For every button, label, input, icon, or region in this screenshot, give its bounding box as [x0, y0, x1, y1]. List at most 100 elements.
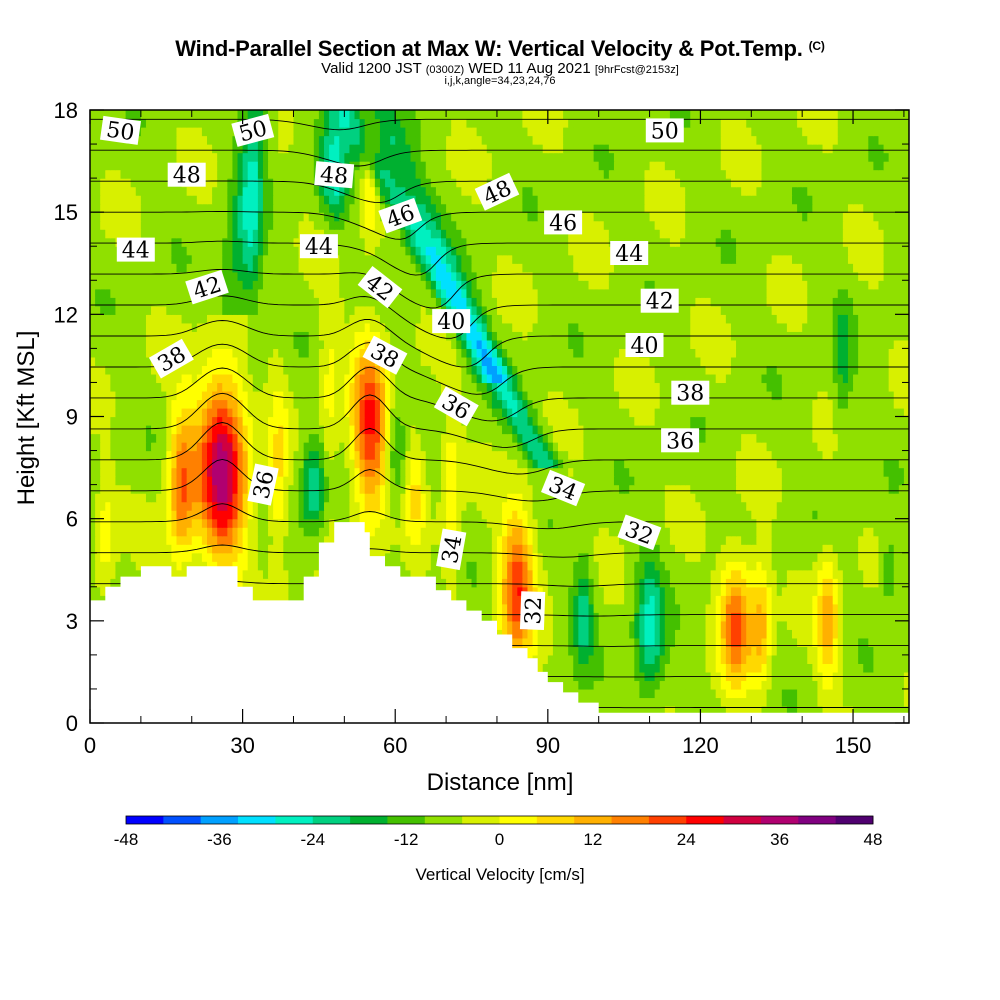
velocity-cell: [135, 569, 142, 579]
velocity-cell: [496, 501, 503, 511]
velocity-cell: [578, 586, 585, 596]
velocity-cell: [654, 467, 661, 477]
velocity-cell: [664, 620, 671, 630]
velocity-cell: [400, 518, 406, 528]
velocity-cell: [364, 510, 371, 520]
velocity-cell: [278, 510, 284, 520]
velocity-cell: [466, 544, 473, 554]
velocity-cell: [710, 569, 717, 579]
velocity-cell: [847, 603, 854, 613]
velocity-cell: [690, 561, 696, 571]
velocity-cell: [547, 501, 554, 511]
velocity-cell: [166, 501, 172, 511]
velocity-cell: [308, 476, 315, 486]
velocity-cell: [522, 561, 529, 571]
velocity-cell: [812, 637, 819, 647]
velocity-cell: [491, 578, 498, 588]
velocity-cell: [608, 569, 615, 579]
velocity-cell: [466, 510, 473, 520]
velocity-cell: [807, 501, 813, 511]
velocity-cell: [771, 646, 778, 656]
velocity-cell: [807, 484, 813, 494]
velocity-cell: [339, 510, 345, 520]
velocity-cell: [517, 612, 523, 622]
velocity-cell: [522, 459, 529, 469]
velocity-cell: [705, 697, 712, 707]
velocity-cell: [664, 680, 671, 690]
velocity-cell: [786, 637, 793, 647]
velocity-cell: [222, 510, 228, 520]
velocity-cell: [664, 637, 671, 647]
velocity-cell: [156, 493, 162, 503]
velocity-cell: [278, 476, 284, 486]
velocity-cell: [222, 459, 228, 469]
velocity-cell: [486, 612, 493, 622]
velocity-cell: [583, 501, 590, 511]
velocity-cell: [583, 680, 590, 690]
velocity-cell: [654, 688, 661, 699]
velocity-cell: [466, 493, 473, 503]
velocity-cell: [797, 518, 803, 528]
velocity-cell: [603, 688, 610, 699]
velocity-cell: [883, 637, 890, 647]
velocity-cell: [145, 493, 152, 503]
velocity-cell: [262, 561, 269, 571]
velocity-cell: [664, 476, 671, 486]
velocity-cell: [873, 603, 880, 613]
velocity-cell: [603, 561, 610, 571]
velocity-cell: [741, 535, 747, 545]
velocity-cell: [512, 620, 518, 630]
velocity-cell: [252, 510, 259, 520]
velocity-cell: [608, 561, 615, 571]
velocity-cell: [547, 603, 554, 613]
velocity-cell: [822, 484, 829, 494]
velocity-cell: [756, 552, 763, 562]
velocity-cell: [649, 501, 656, 511]
velocity-cell: [675, 688, 681, 699]
velocity-cell: [181, 467, 188, 477]
velocity-cell: [568, 459, 574, 469]
velocity-cell: [583, 493, 590, 503]
velocity-cell: [771, 697, 778, 707]
velocity-cell: [644, 603, 651, 613]
velocity-cell: [512, 569, 518, 579]
velocity-cell: [649, 688, 656, 699]
velocity-cell: [629, 510, 635, 520]
velocity-cell: [273, 459, 279, 469]
velocity-cell: [644, 705, 651, 716]
velocity-cell: [410, 459, 417, 469]
velocity-cell: [425, 561, 432, 571]
velocity-cell: [298, 544, 305, 554]
velocity-cell: [736, 493, 742, 503]
velocity-cell: [593, 620, 600, 630]
velocity-cell: [832, 518, 839, 528]
velocity-cell: [471, 586, 478, 596]
velocity-cell: [756, 518, 763, 528]
velocity-cell: [568, 501, 574, 511]
velocity-cell: [268, 544, 274, 554]
velocity-cell: [603, 697, 610, 707]
velocity-cell: [181, 484, 188, 494]
velocity-cell: [680, 561, 686, 571]
velocity-cell: [313, 501, 320, 511]
velocity-cell: [451, 586, 457, 596]
velocity-cell: [573, 637, 579, 647]
velocity-cell: [741, 544, 747, 554]
velocity-cell: [354, 476, 361, 486]
velocity-cell: [858, 493, 864, 503]
velocity-cell: [430, 484, 437, 494]
velocity-cell: [471, 476, 478, 486]
velocity-cell: [634, 493, 640, 503]
velocity-cell: [471, 467, 478, 477]
velocity-cell: [578, 637, 585, 647]
velocity-cell: [776, 493, 783, 503]
velocity-cell: [527, 527, 534, 537]
velocity-cell: [771, 688, 778, 699]
velocity-cell: [308, 518, 315, 528]
velocity-cell: [669, 561, 676, 571]
velocity-cell: [593, 569, 600, 579]
velocity-cell: [558, 518, 564, 528]
velocity-cell: [313, 527, 320, 537]
velocity-cell: [639, 561, 646, 571]
velocity-cell: [125, 459, 132, 469]
